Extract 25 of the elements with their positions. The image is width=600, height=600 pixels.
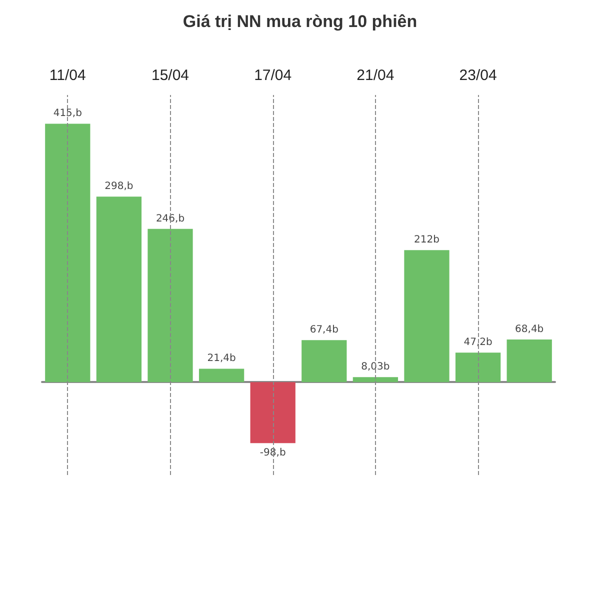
bar: [96, 196, 142, 382]
data-label: 298,b: [104, 181, 134, 192]
bar: [352, 377, 398, 382]
chart-title: Giá trị NN mua ròng 10 phiên: [182, 12, 418, 31]
bar: [302, 340, 347, 382]
x-tick-label: 11/04: [49, 67, 86, 84]
bar: [198, 368, 244, 382]
data-label: 68,4b: [515, 324, 544, 335]
data-label: 47,2b: [464, 337, 492, 348]
bar: [455, 352, 501, 382]
data-label: 8,03b: [361, 362, 390, 373]
bar: [404, 250, 450, 382]
data-label: 212b: [414, 234, 440, 246]
bar: [506, 339, 552, 382]
data-label: 67,4b: [310, 324, 338, 336]
x-tick-label: 23/04: [459, 67, 497, 84]
data-label: 415,b: [53, 108, 82, 120]
data-label: 21,4b: [207, 353, 236, 364]
data-label: -98,b: [260, 448, 286, 459]
x-tick-label: 17/04: [254, 67, 292, 84]
x-tick-label: 21/04: [356, 67, 394, 84]
x-tick-label: 15/04: [151, 67, 190, 84]
bar: [148, 228, 193, 382]
bar: [45, 124, 90, 382]
bar: [250, 382, 296, 444]
